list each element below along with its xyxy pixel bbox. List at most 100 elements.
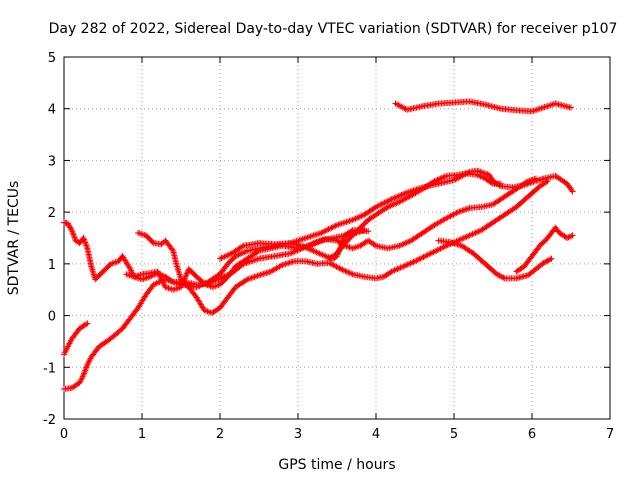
data-point (232, 253, 239, 260)
data-point (436, 246, 443, 253)
data-point (329, 224, 336, 231)
data-point (244, 276, 251, 283)
data-point (343, 218, 350, 225)
data-point (211, 277, 218, 284)
data-point (377, 201, 384, 208)
data-point (71, 234, 78, 241)
data-point (566, 233, 573, 240)
data-point (421, 253, 428, 260)
data-point (392, 194, 399, 201)
data-point (235, 251, 242, 258)
data-point (219, 274, 226, 281)
data-point (544, 178, 551, 185)
data-point (432, 177, 439, 184)
data-point (416, 256, 423, 263)
data-point (413, 257, 420, 264)
data-point (438, 174, 445, 181)
data-point (214, 276, 221, 283)
data-point (533, 106, 540, 113)
data-point (419, 254, 426, 261)
series-sat-d (61, 320, 91, 358)
data-point (322, 227, 329, 234)
data-point (394, 266, 401, 273)
data-point (313, 231, 320, 238)
data-point (529, 108, 535, 115)
data-point (321, 228, 328, 235)
data-point (374, 203, 381, 210)
data-point (80, 372, 87, 379)
data-point (305, 233, 312, 240)
data-point (209, 278, 216, 285)
data-point (341, 219, 348, 226)
data-point (532, 107, 539, 114)
data-point (371, 241, 378, 248)
data-point (313, 249, 320, 256)
data-point (68, 225, 75, 232)
data-point (497, 180, 504, 187)
x-tick-labels: 0 1 2 3 4 5 6 7 (60, 427, 614, 442)
data-point (429, 249, 436, 256)
data-point (254, 272, 261, 279)
data-point (382, 199, 389, 206)
data-point (82, 239, 89, 246)
data-point (317, 251, 324, 258)
data-point (81, 236, 88, 243)
x-tick-label: 4 (372, 427, 380, 442)
data-point (472, 229, 479, 236)
data-point (296, 237, 303, 244)
data-point (238, 250, 245, 257)
data-point (462, 206, 469, 213)
data-point (454, 209, 461, 216)
data-point (541, 104, 548, 111)
data-point (400, 240, 407, 247)
x-tick-label: 1 (138, 427, 146, 442)
series-sat-j (513, 224, 576, 275)
data-point (407, 260, 414, 267)
data-point (390, 201, 397, 208)
data-point (309, 232, 316, 239)
data-point (488, 179, 495, 186)
data-point (397, 242, 404, 249)
data-point (412, 258, 418, 265)
data-point (250, 274, 257, 281)
data-point (397, 192, 404, 199)
data-point (499, 273, 506, 280)
data-point (339, 266, 346, 273)
data-point (168, 278, 175, 285)
data-point (336, 265, 343, 272)
data-point (399, 241, 406, 248)
y-tick-label: -1 (43, 361, 56, 376)
series-sat-e (135, 178, 551, 316)
data-point (247, 275, 254, 282)
data-point (385, 197, 392, 204)
data-point (404, 261, 411, 268)
data-point (340, 235, 347, 242)
data-point (242, 248, 249, 255)
data-point (569, 188, 576, 195)
data-point (310, 232, 317, 239)
data-point (538, 105, 545, 112)
data-point (391, 267, 398, 274)
data-point (466, 232, 473, 239)
data-point (300, 243, 307, 250)
data-point (304, 234, 311, 241)
data-point (325, 226, 332, 233)
data-point (431, 248, 438, 255)
data-point (178, 284, 184, 291)
y-tick-label: 2 (48, 206, 56, 221)
data-point (287, 250, 294, 257)
data-point (387, 196, 394, 203)
data-point (388, 196, 395, 203)
y-tick-labels: -2 -1 0 1 2 3 4 5 (43, 51, 56, 428)
data-point (314, 249, 321, 256)
data-point (349, 216, 356, 223)
data-point (69, 228, 76, 235)
data-point (396, 242, 403, 249)
x-tick-label: 0 (60, 427, 68, 442)
data-point (542, 259, 548, 266)
data-point (392, 200, 399, 207)
data-point (437, 245, 444, 252)
data-point (403, 262, 410, 269)
data-point (83, 243, 90, 250)
data-point (222, 272, 229, 279)
